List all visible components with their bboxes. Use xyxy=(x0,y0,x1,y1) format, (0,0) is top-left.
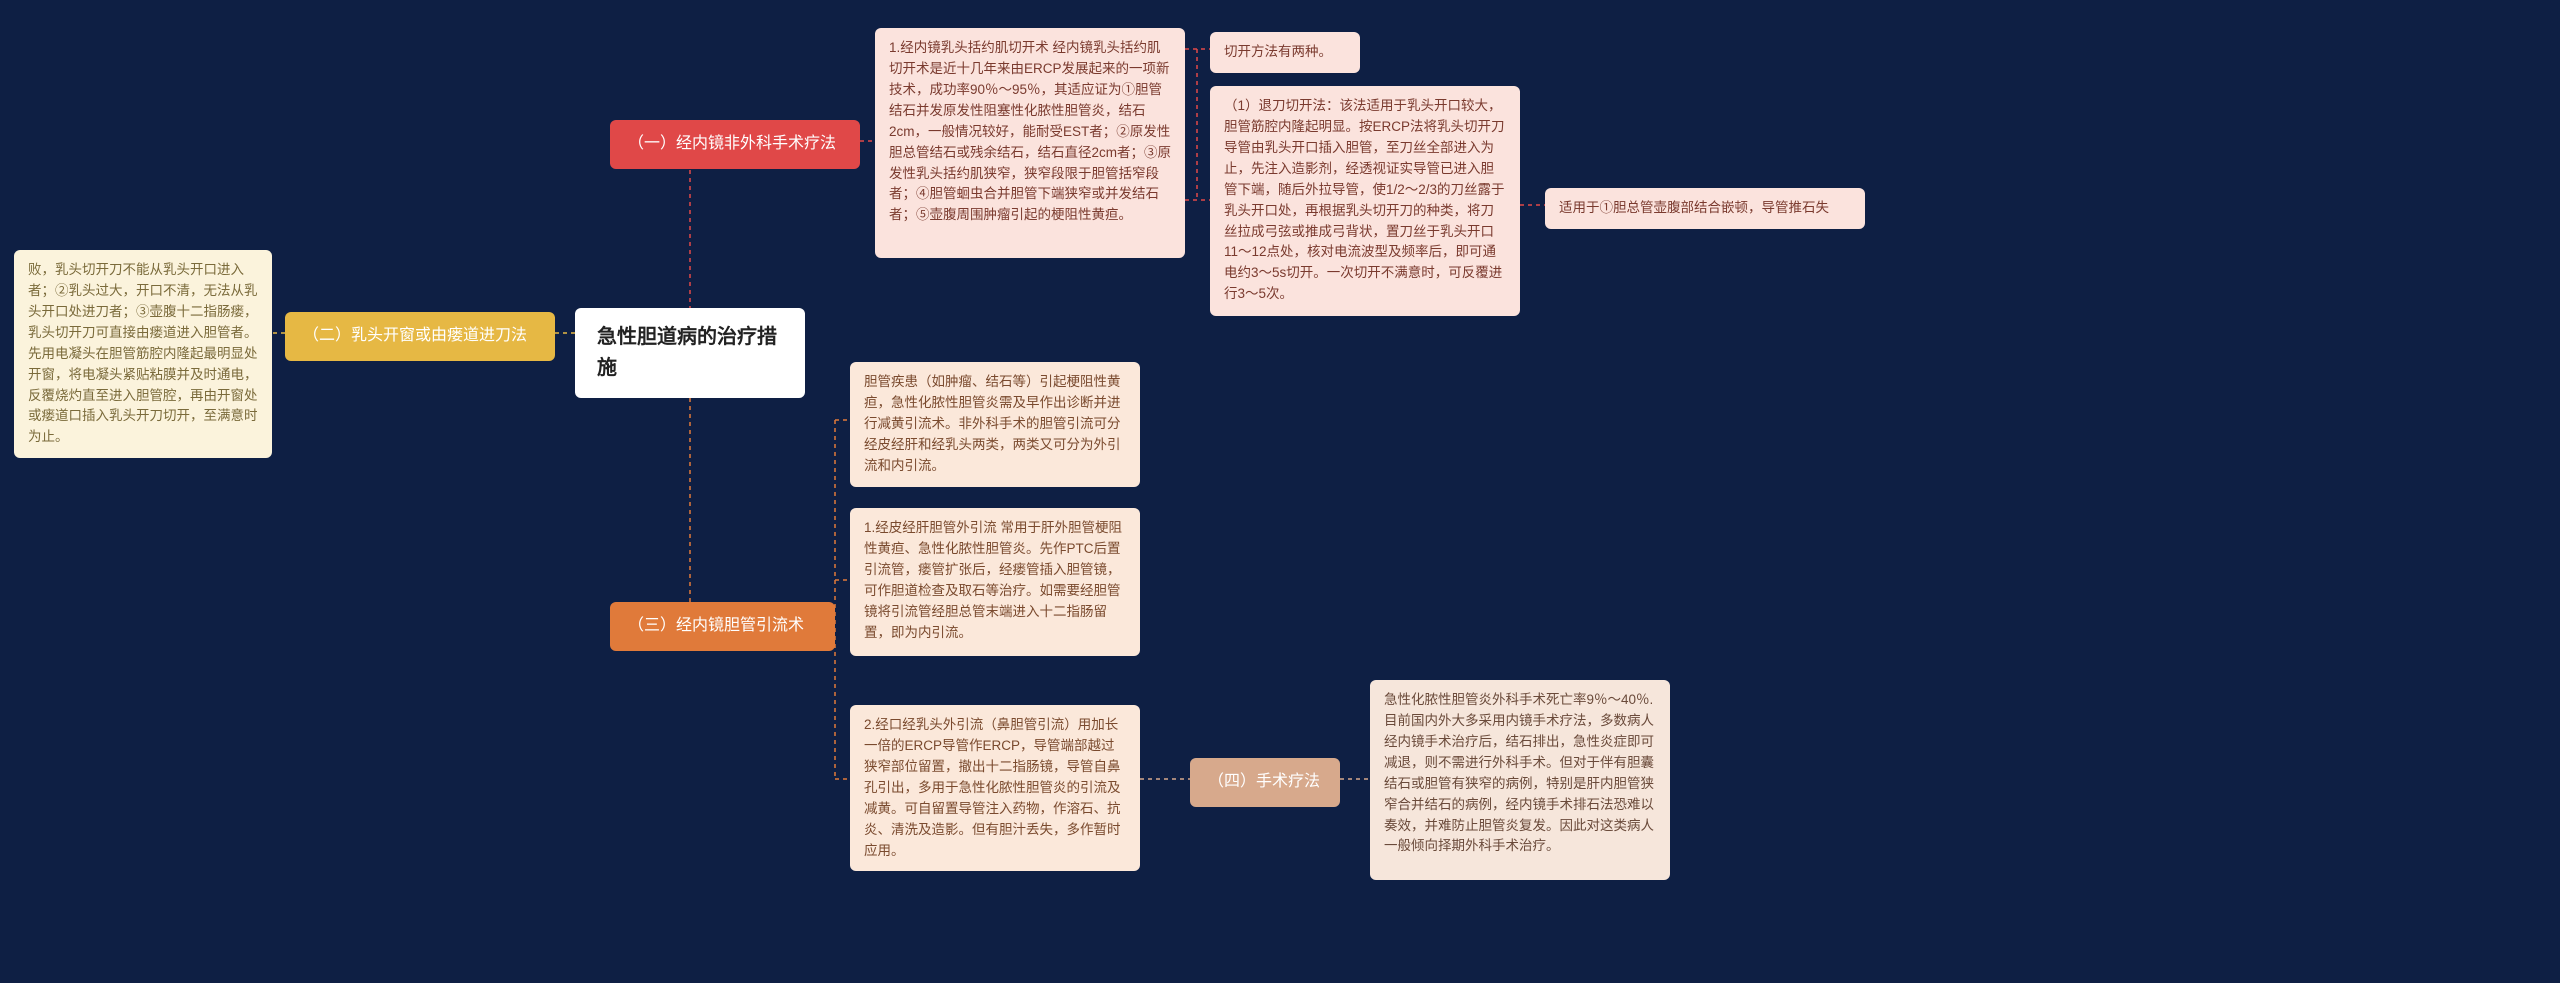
leaf-3b[interactable]: 1.经皮经肝胆管外引流 常用于肝外胆管梗阻性黄疸、急性化脓性胆管炎。先作PTC后… xyxy=(850,508,1140,656)
category-node-1[interactable]: （一）经内镜非外科手术疗法 xyxy=(610,120,860,169)
leaf-4[interactable]: 急性化脓性胆管炎外科手术死亡率9％～40％. 目前国内外大多采用内镜手术疗法，多… xyxy=(1370,680,1670,880)
category-node-3[interactable]: （三）经内镜胆管引流术 xyxy=(610,602,835,651)
leaf-1b[interactable]: 切开方法有两种。 xyxy=(1210,32,1360,73)
category-node-4[interactable]: （四）手术疗法 xyxy=(1190,758,1340,807)
leaf-1a[interactable]: 1.经内镜乳头括约肌切开术 经内镜乳头括约肌切开术是近十几年来由ERCP发展起来… xyxy=(875,28,1185,258)
leaf-3c[interactable]: 2.经口经乳头外引流（鼻胆管引流）用加长一倍的ERCP导管作ERCP，导管端部越… xyxy=(850,705,1140,871)
mindmap-canvas: 急性胆道病的治疗措施 （一）经内镜非外科手术疗法 1.经内镜乳头括约肌切开术 经… xyxy=(0,0,2560,983)
category-node-2[interactable]: （二）乳头开窗或由瘘道进刀法 xyxy=(285,312,555,361)
leaf-1c[interactable]: （1）退刀切开法：该法适用于乳头开口较大，胆管筋腔内隆起明显。按ERCP法将乳头… xyxy=(1210,86,1520,316)
root-node[interactable]: 急性胆道病的治疗措施 xyxy=(575,308,805,398)
leaf-3a[interactable]: 胆管疾患（如肿瘤、结石等）引起梗阻性黄疸，急性化脓性胆管炎需及早作出诊断并进行减… xyxy=(850,362,1140,487)
leaf-2[interactable]: 败，乳头切开刀不能从乳头开口进入者；②乳头过大，开口不清，无法从乳头开口处进刀者… xyxy=(14,250,272,458)
leaf-1d[interactable]: 适用于①胆总管壶腹部结合嵌顿，导管推石失 xyxy=(1545,188,1865,229)
